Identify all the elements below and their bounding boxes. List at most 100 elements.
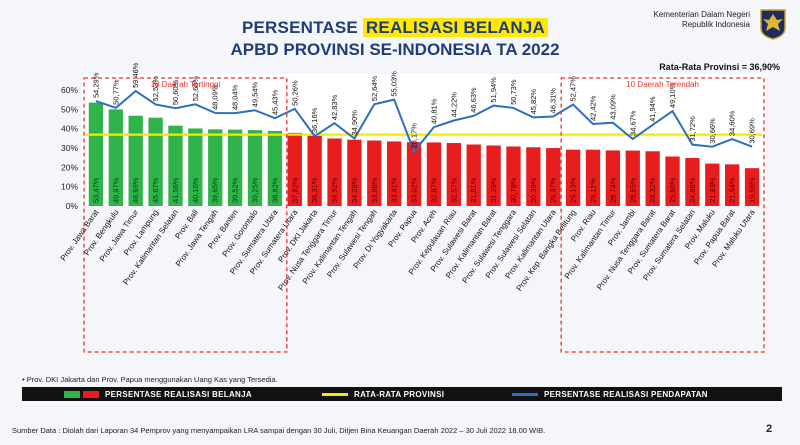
bar	[486, 145, 501, 206]
line-value-label: 28,17%	[410, 123, 419, 149]
y-tick-label: 20%	[61, 162, 78, 172]
bar	[128, 115, 143, 206]
line-value-label: 50,73%	[509, 79, 518, 105]
line-value-label: 42,42%	[589, 95, 598, 121]
bar-value-label: 30,39%	[529, 177, 538, 203]
line-value-label: 55,03%	[390, 71, 399, 97]
bar-value-label: 31,29%	[489, 177, 498, 203]
ministry-line1: Kementerian Dalam Negeri	[653, 10, 751, 19]
line-value-label: 34,60%	[728, 110, 737, 136]
bar-value-label: 19,56%	[748, 177, 757, 203]
bar	[148, 117, 163, 206]
bar	[247, 130, 263, 206]
line-value-label: 52,53%	[151, 76, 160, 102]
bar-value-label: 45,67%	[151, 177, 160, 203]
line-value-label: 45,43%	[270, 89, 279, 115]
bar-value-label: 39,25%	[251, 177, 260, 203]
title-part1: PERSENTASE	[241, 18, 358, 37]
bar-value-label: 49,97%	[111, 177, 120, 203]
bar	[108, 109, 123, 206]
line-value-label: 52,60%	[191, 76, 200, 102]
line-value-label: 36,16%	[310, 107, 319, 133]
y-tick-label: 30%	[61, 143, 78, 153]
line-value-label: 42,83%	[330, 94, 339, 120]
bar	[327, 138, 342, 206]
bar	[725, 164, 740, 206]
ministry-name: Kementerian Dalam Negeri Republik Indone…	[590, 10, 751, 30]
y-tick-label: 10%	[61, 182, 78, 192]
page-number: 2	[766, 423, 773, 435]
line-value-label: 49,10%	[668, 82, 677, 108]
line-value-label: 48,09%	[211, 84, 220, 110]
line-value-label: 34,67%	[628, 110, 637, 136]
average-text: Rata-Rata Provinsi = 36,90%	[659, 62, 780, 72]
bar	[307, 135, 322, 206]
bar	[227, 129, 243, 206]
bar	[387, 141, 402, 206]
line-value-label: 31,72%	[688, 116, 697, 142]
bar	[188, 128, 203, 206]
bar	[88, 102, 104, 206]
y-tick-label: 50%	[61, 104, 78, 114]
bar	[287, 132, 302, 206]
bar	[625, 150, 640, 206]
blue-line-icon	[512, 392, 538, 396]
bar-value-label: 28,74%	[608, 177, 617, 203]
bar-value-label: 46,69%	[131, 177, 140, 203]
y-tick-label: 0%	[66, 201, 79, 211]
bar	[168, 125, 183, 206]
bar-value-label: 38,82%	[270, 177, 279, 203]
line-value-label: 52,64%	[370, 75, 379, 101]
line-value-label: 59,46%	[131, 62, 140, 88]
bar	[446, 143, 461, 206]
title-highlight: REALISASI BELANJA	[362, 18, 549, 37]
bar-value-label: 31,81%	[469, 177, 478, 203]
bar-value-label: 28,32%	[648, 177, 657, 203]
bar-value-label: 33,41%	[390, 177, 399, 203]
group-label: 10 Daerah Terendah	[626, 80, 699, 89]
bar	[546, 148, 561, 206]
line-value-label: 51,94%	[489, 77, 498, 103]
bar	[506, 146, 521, 206]
bar	[367, 140, 382, 206]
line-value-label: 46,31%	[549, 88, 558, 114]
green-swatch-icon	[64, 390, 80, 398]
bar-value-label: 21,54%	[728, 177, 737, 203]
red-swatch-icon	[83, 390, 99, 398]
bar	[426, 142, 442, 206]
line-value-label: 50,60%	[171, 79, 180, 105]
bar-value-label: 24,86%	[688, 177, 697, 203]
revenue-line	[95, 89, 753, 154]
bar-value-label: 32,57%	[449, 177, 458, 203]
chart-subtitle: APBD PROVINSI SE-INDONESIA TA 2022	[230, 40, 560, 59]
bar	[406, 142, 422, 206]
ministry-line2: Republik Indonesia	[681, 20, 750, 29]
bar	[585, 149, 601, 206]
bar-value-label: 36,31%	[310, 177, 319, 203]
bar-value-label: 53,47%	[91, 177, 100, 203]
bar	[565, 149, 581, 206]
legend-label-average: RATA-RATA PROVINSI	[354, 389, 445, 399]
bar-value-label: 41,56%	[171, 177, 180, 203]
bar-value-label: 39,65%	[211, 177, 220, 203]
line-value-label: 50,26%	[290, 80, 299, 106]
line-value-label: 50,77%	[111, 79, 120, 105]
line-value-label: 52,47%	[569, 76, 578, 102]
bar-value-label: 39,52%	[231, 177, 240, 203]
bar	[466, 144, 481, 206]
bar	[665, 156, 680, 206]
group-label: 10 Daerah Tertinggi	[151, 80, 221, 89]
y-tick-label: 40%	[61, 124, 78, 134]
bar-value-label: 32,87%	[429, 177, 438, 203]
line-value-label: 43,09%	[608, 94, 617, 120]
source-text: Sumber Data : Diolah dari Laporan 34 Pem…	[12, 426, 546, 435]
chart-area: 0% 10% 20% 30% 40% 50% 60% 53,47% 49,97% 46,69% 45…	[59, 62, 766, 353]
garuda-emblem-icon	[760, 9, 786, 40]
group-box	[560, 77, 765, 353]
bar-value-label: 29,97%	[549, 177, 558, 203]
bar	[705, 163, 720, 206]
bar	[526, 147, 541, 206]
chart-title: PERSENTASE REALISASI BELANJA	[180, 18, 610, 38]
bar-value-label: 34,92%	[330, 177, 339, 203]
